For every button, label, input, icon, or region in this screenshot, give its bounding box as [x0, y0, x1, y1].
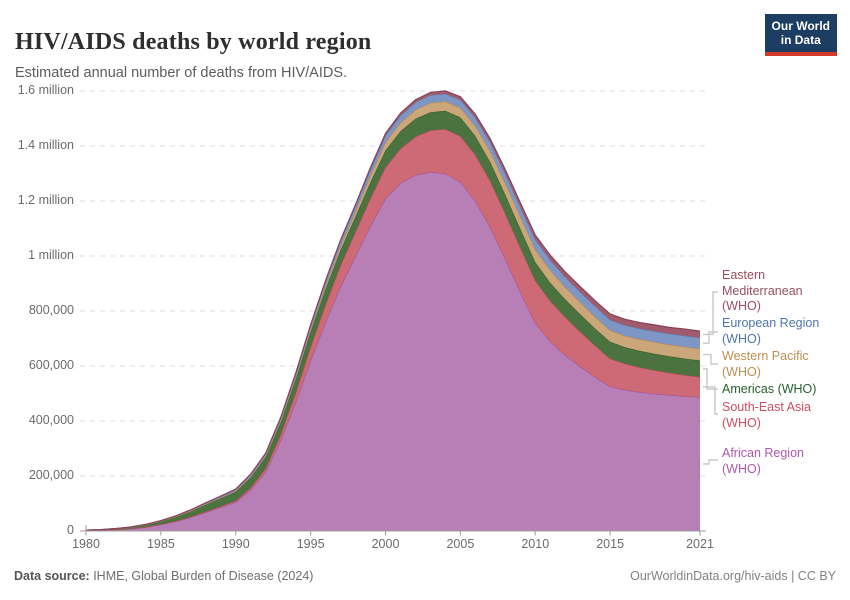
owid-logo-line2: in Data — [780, 32, 821, 47]
x-axis-label: 1990 — [221, 537, 250, 551]
y-axis-label: 1 million — [28, 248, 74, 262]
chart-subtitle: Estimated annual number of deaths from H… — [15, 64, 348, 81]
area-americas[interactable] — [86, 110, 700, 531]
legend-item-euro[interactable]: European Region (WHO) — [722, 316, 820, 346]
owid-logo[interactable]: Our World in Data — [764, 14, 837, 56]
x-axis-label: 1985 — [146, 537, 175, 551]
legend-connector-sea — [703, 386, 718, 415]
data-source-label: Data source: — [14, 569, 90, 583]
area-sea[interactable] — [86, 129, 700, 531]
y-axis-label: 200,000 — [28, 468, 74, 482]
legend-connector-african — [703, 459, 718, 465]
y-axis-label: 800,000 — [28, 303, 74, 317]
legend-connector-americas — [703, 368, 718, 390]
legend-connector-emed — [703, 291, 718, 336]
x-axis-label: 2010 — [521, 537, 550, 551]
area-african[interactable] — [86, 172, 700, 531]
legend-item-americas[interactable]: Americas (WHO) — [722, 382, 817, 396]
owid-logo-line1: Our World — [771, 19, 830, 33]
data-source-text: IHME, Global Burden of Disease (2024) — [89, 569, 314, 583]
legend-connector-wpac — [703, 353, 718, 365]
data-source: Data source: IHME, Global Burden of Dise… — [14, 569, 313, 583]
x-axis-label: 1995 — [296, 537, 325, 551]
legend-item-wpac[interactable]: Western Pacific (WHO) — [722, 349, 809, 379]
x-axis-label: 2015 — [596, 537, 625, 551]
y-axis-label: 1.6 million — [17, 83, 74, 97]
x-axis-label: 2005 — [446, 537, 475, 551]
y-axis-label: 400,000 — [28, 413, 74, 427]
x-axis-label: 2000 — [371, 537, 400, 551]
legend-item-african[interactable]: African Region (WHO) — [722, 446, 804, 476]
legend-item-emed[interactable]: Eastern Mediterranean (WHO) — [722, 268, 803, 313]
y-axis-label: 1.2 million — [17, 193, 74, 207]
owid-url-license[interactable]: OurWorldinData.org/hiv-aids | CC BY — [630, 569, 836, 583]
y-axis-label: 0 — [67, 523, 74, 537]
area-line-emed — [85, 90, 701, 531]
y-axis-label: 600,000 — [28, 358, 74, 372]
page-title: HIV/AIDS deaths by world region — [15, 29, 372, 56]
legend-item-sea[interactable]: South-East Asia (WHO) — [722, 400, 811, 430]
legend-connector-euro — [703, 331, 718, 344]
x-axis-label: 1980 — [72, 537, 100, 551]
x-axis-label: 2021 — [686, 537, 714, 551]
y-axis-label: 1.4 million — [17, 138, 74, 152]
